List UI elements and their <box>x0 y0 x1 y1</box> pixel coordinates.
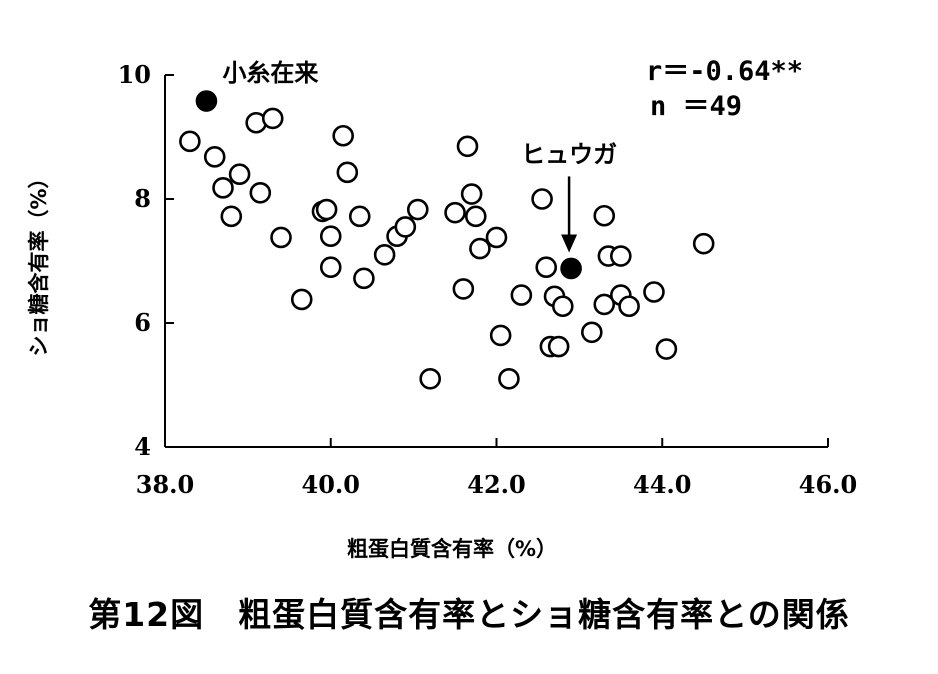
data-point <box>593 293 616 316</box>
x-axis-label: 粗蛋白質含有率（%） <box>347 537 557 561</box>
data-point <box>353 267 375 290</box>
x-tick-label: 44.0 <box>633 470 691 499</box>
data-point <box>692 232 715 255</box>
data-point <box>348 205 371 228</box>
axes <box>164 75 828 448</box>
y-tick-label: 10 <box>118 60 151 89</box>
data-point <box>593 204 616 227</box>
figure-caption: 第12図 粗蛋白質含有率とショ糖含有率との関係 <box>88 595 850 634</box>
data-point <box>464 205 487 228</box>
data-point <box>270 226 292 249</box>
data-point <box>610 245 632 267</box>
data-point <box>394 216 417 238</box>
correlation-stat: r＝-0.64** <box>646 56 803 87</box>
data-point <box>203 146 226 168</box>
data-point <box>319 225 342 247</box>
highlighted-point <box>195 90 218 112</box>
data-point <box>535 256 558 279</box>
data-point <box>290 288 313 311</box>
data-point <box>212 177 234 199</box>
data-point <box>547 335 570 358</box>
data-point <box>228 163 251 185</box>
data-point <box>373 244 396 266</box>
data-point <box>319 256 342 279</box>
y-tick-label: 8 <box>134 184 151 213</box>
data-point <box>618 295 640 318</box>
data-point <box>531 188 553 210</box>
sample-size-stat: n ＝49 <box>650 91 742 122</box>
annotation-arrow-head <box>561 234 578 253</box>
data-point <box>220 205 243 228</box>
data-point <box>643 281 665 303</box>
data-point <box>452 278 475 300</box>
data-point <box>336 161 359 184</box>
annotation-label: 小糸在来 <box>222 59 319 87</box>
data-point <box>489 324 512 347</box>
x-tick-label: 46.0 <box>799 470 857 499</box>
y-tick-label: 4 <box>134 432 151 461</box>
data-point <box>510 284 533 306</box>
data-point <box>179 130 201 153</box>
data-point <box>581 321 603 344</box>
x-tick-label: 38.0 <box>136 470 194 499</box>
data-point <box>249 182 272 204</box>
data-point <box>315 198 338 221</box>
data-point <box>498 367 520 390</box>
data-point <box>655 338 678 360</box>
data-point <box>551 295 574 318</box>
data-point <box>469 237 491 260</box>
ticks: 4 6 8 10 38.0 40.0 42.0 44.0 46.0 <box>118 60 858 499</box>
highlighted-point <box>560 257 582 280</box>
y-axis-label: ショ糖含有率（%） <box>27 167 51 356</box>
annotation-label: ヒュウガ <box>521 140 617 168</box>
data-point <box>460 183 483 205</box>
data-point <box>444 201 466 224</box>
y-tick-label: 6 <box>134 308 151 337</box>
data-point <box>485 226 508 249</box>
data-point <box>456 135 479 158</box>
data-point <box>332 124 354 147</box>
x-tick-label: 40.0 <box>302 470 360 499</box>
data-point <box>419 367 442 390</box>
data-point <box>261 107 284 130</box>
data-point <box>406 198 429 221</box>
data-points <box>179 90 715 390</box>
x-tick-label: 42.0 <box>467 470 525 499</box>
